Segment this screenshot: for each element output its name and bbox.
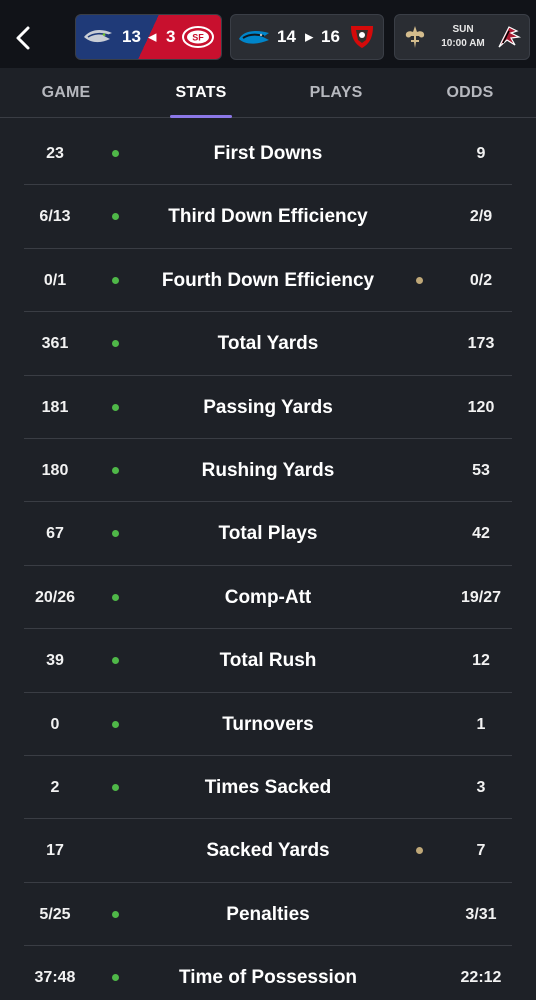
- seahawks-logo-icon: [82, 27, 114, 47]
- scoreboard-bar: 13 ◀ 3 SF 14 ▶ 16: [0, 0, 536, 68]
- stat-label: Turnovers: [222, 713, 314, 735]
- stat-label: Total Rush: [219, 650, 317, 672]
- stat-row: 181 Passing Yards 120: [24, 376, 512, 439]
- home-stat-value: 3/31: [465, 905, 497, 923]
- stat-row: 0/1 Fourth Down Efficiency 0/2: [24, 249, 512, 313]
- home-stat-value: 1: [476, 715, 486, 733]
- away-stat-value: 0: [50, 715, 60, 733]
- stat-label: Comp-Att: [224, 586, 312, 608]
- home-stat-value: 173: [467, 335, 495, 353]
- game-day: SUN: [452, 24, 474, 35]
- leader-dot-icon: [112, 974, 119, 982]
- stat-row: 37:48 Time of Possession 22:12: [24, 946, 512, 1000]
- stat-label: Total Yards: [217, 333, 319, 355]
- away-stat-value: 17: [46, 842, 64, 860]
- stat-label: First Downs: [213, 143, 323, 164]
- tab-stats[interactable]: STATS: [161, 68, 241, 118]
- game-card-seahawks-49ers[interactable]: 13 ◀ 3 SF: [75, 14, 222, 60]
- leader-dot-icon: [112, 213, 119, 221]
- stat-row: 2 Times Sacked 3: [24, 756, 512, 820]
- leader-dot-icon: [112, 530, 119, 538]
- possession-indicator: ▶: [305, 31, 314, 44]
- possession-indicator: ◀: [148, 31, 157, 44]
- home-stat-value: 3: [476, 778, 486, 796]
- team-stats-list: 23 First Downs 9 6/13 Third Down Efficiency 2…: [24, 122, 512, 1000]
- stat-row: 23 First Downs 9: [24, 122, 512, 186]
- tab-bar: GAME STATS PLAYS ODDS: [0, 68, 536, 118]
- home-stat-value: 42: [472, 525, 490, 543]
- stat-label: Penalties: [226, 903, 310, 925]
- away-stat-value: 361: [41, 335, 69, 353]
- falcons-logo-icon: [495, 23, 523, 51]
- leader-dot-icon: [112, 593, 119, 601]
- home-stat-value: 22:12: [460, 969, 502, 987]
- away-score: 14: [277, 27, 296, 46]
- game-schedule: SUN 10:00 AM: [435, 23, 491, 51]
- leader-dot-icon: [416, 847, 423, 855]
- away-stat-value: 39: [46, 652, 64, 670]
- stat-label: Passing Yards: [203, 396, 333, 418]
- tab-plays[interactable]: PLAYS: [309, 84, 363, 101]
- saints-logo-icon: [403, 24, 427, 50]
- stat-row: 17 Sacked Yards 7: [24, 819, 512, 883]
- buccaneers-logo-icon: [347, 24, 377, 50]
- leader-dot-icon: [112, 340, 119, 348]
- away-score: 13: [122, 27, 141, 46]
- leader-dot-icon: [112, 910, 119, 918]
- chevron-left-icon: [16, 26, 30, 50]
- leader-dot-icon: [112, 783, 119, 791]
- game-time: 10:00 AM: [441, 38, 485, 49]
- away-stat-value: 0/1: [43, 271, 67, 289]
- home-stat-value: 2/9: [469, 208, 493, 226]
- leader-dot-icon: [112, 720, 119, 728]
- stat-label: Third Down Efficiency: [168, 206, 368, 228]
- away-stat-value: 6/13: [39, 208, 71, 226]
- leader-dot-icon: [416, 276, 423, 284]
- stat-label: Sacked Yards: [206, 840, 330, 862]
- away-stat-value: 181: [41, 398, 69, 416]
- 49ers-logo-icon: SF: [182, 26, 214, 48]
- stat-row: 67 Total Plays 42: [24, 502, 512, 566]
- away-stat-value: 67: [46, 525, 64, 543]
- away-stat-value: 37:48: [34, 969, 76, 987]
- stat-row: 361 Total Yards 173: [24, 312, 512, 376]
- leader-dot-icon: [112, 150, 119, 157]
- home-stat-value: 53: [472, 461, 490, 479]
- stat-row: 39 Total Rush 12: [24, 629, 512, 693]
- stat-row: 6/13 Third Down Efficiency 2/9: [24, 185, 512, 249]
- tab-game[interactable]: GAME: [41, 84, 91, 101]
- home-stat-value: 19/27: [460, 588, 502, 606]
- panthers-logo-icon: [237, 27, 271, 47]
- stat-label: Rushing Yards: [201, 459, 335, 481]
- stat-row: 20/26 Comp-Att 19/27: [24, 566, 512, 630]
- stat-row: 5/25 Penalties 3/31: [24, 883, 512, 947]
- leader-dot-icon: [112, 403, 119, 411]
- home-score: 16: [321, 27, 340, 46]
- leader-dot-icon: [112, 466, 119, 474]
- home-stat-value: 0/2: [469, 271, 493, 289]
- away-stat-value: 2: [50, 778, 60, 796]
- game-card-saints-falcons[interactable]: SUN 10:00 AM: [394, 14, 530, 60]
- away-stat-value: 180: [41, 461, 69, 479]
- svg-text:SF: SF: [192, 33, 204, 43]
- stat-label: Fourth Down Efficiency: [161, 269, 375, 291]
- stat-row: 180 Rushing Yards 53: [24, 439, 512, 503]
- stat-label: Times Sacked: [204, 776, 332, 798]
- game-card-panthers-buccaneers[interactable]: 14 ▶ 16: [230, 14, 384, 60]
- home-stat-value: 120: [467, 398, 495, 416]
- home-stat-value: 12: [472, 652, 490, 670]
- away-stat-value: 20/26: [34, 588, 76, 606]
- home-stat-value: 7: [476, 842, 486, 860]
- stat-label: Time of Possession: [178, 967, 358, 989]
- home-stat-value: 9: [476, 145, 486, 162]
- home-score: 3: [166, 27, 176, 46]
- back-button[interactable]: [6, 18, 40, 58]
- stat-label: Total Plays: [218, 523, 318, 545]
- away-stat-value: 23: [46, 145, 64, 162]
- leader-dot-icon: [112, 657, 119, 665]
- stat-row: 0 Turnovers 1: [24, 693, 512, 756]
- away-stat-value: 5/25: [39, 905, 71, 923]
- leader-dot-icon: [112, 276, 119, 284]
- tab-odds[interactable]: ODDS: [446, 84, 494, 101]
